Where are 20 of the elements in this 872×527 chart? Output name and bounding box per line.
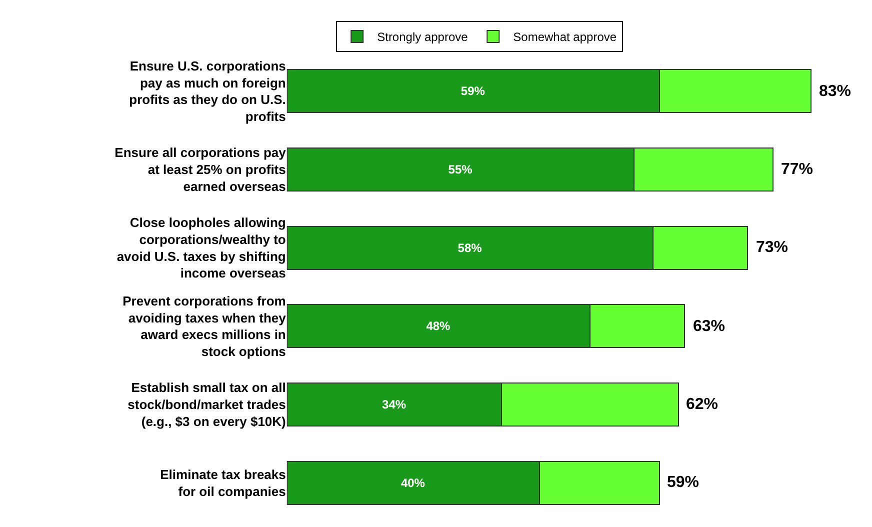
total-label: 63% bbox=[693, 318, 726, 335]
total-label: 83% bbox=[819, 83, 852, 100]
y-tick-label: Ensure U.S. corporations pay as much on foreign profits as they do on U.S. profits bbox=[129, 58, 286, 124]
data-label: 40% bbox=[400, 476, 426, 490]
total-label: 77% bbox=[781, 161, 814, 178]
total-label: 73% bbox=[756, 239, 788, 256]
y-tick-label: Close loopholes allowing corporations/wealthy to avoid U.S. taxes by shifting income overseas bbox=[116, 215, 286, 281]
data-label: 48% bbox=[426, 319, 451, 334]
y-tick-label: Ensure all corporations pay at least 25% on profits earned overseas bbox=[114, 145, 287, 194]
data-label: 58% bbox=[458, 240, 482, 255]
data-label: 55% bbox=[448, 162, 473, 176]
y-tick-label: Establish small tax on all stock/bond/market trades (e.g., $3 on every $10K) bbox=[128, 380, 286, 429]
legend-label: Somewhat approve bbox=[513, 30, 617, 44]
y-tick-label: Eliminate tax breaks for oil companies bbox=[160, 466, 286, 499]
data-label: 59% bbox=[460, 84, 486, 98]
total-label: 62% bbox=[686, 396, 718, 413]
total-label: 59% bbox=[667, 474, 700, 491]
y-tick-label: Prevent corporations from avoiding taxes when they award execs millions in stock options bbox=[122, 293, 287, 360]
data-label: 34% bbox=[382, 398, 406, 412]
legend-label: Strongly approve bbox=[377, 30, 468, 44]
